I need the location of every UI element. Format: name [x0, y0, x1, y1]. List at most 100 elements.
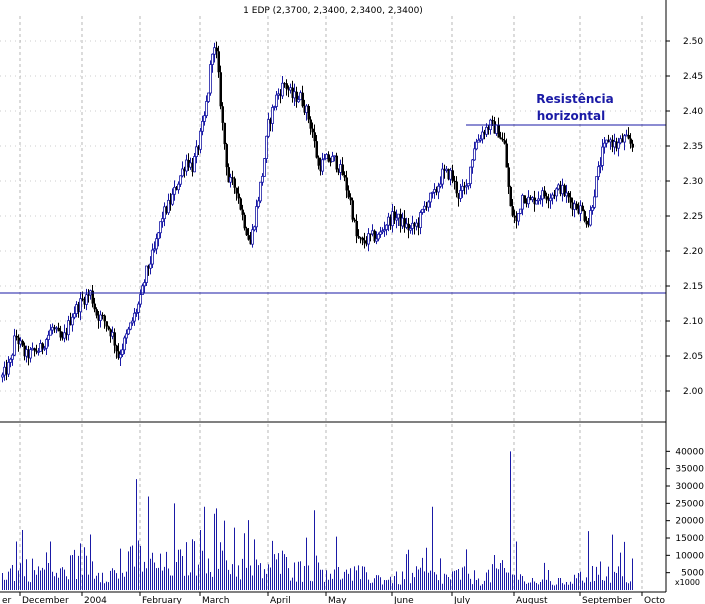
- candle-body: [125, 333, 128, 339]
- candle-body: [87, 294, 90, 296]
- candle-body: [335, 155, 338, 170]
- candle-body: [159, 221, 162, 234]
- candle-body: [135, 312, 138, 314]
- candle-body: [463, 186, 466, 188]
- candle-body: [163, 206, 166, 220]
- horizontal-lines: [0, 124, 666, 294]
- candle-body: [551, 194, 554, 199]
- candle-body: [581, 205, 584, 212]
- candle-body: [179, 175, 182, 185]
- candle-body: [171, 193, 174, 205]
- candle-body: [597, 166, 600, 177]
- candle-body: [61, 337, 64, 339]
- x-axis-labels: er December 2004 February March April May June J…: [2, 592, 666, 604]
- candle-body: [9, 358, 12, 363]
- candle-body: [305, 105, 308, 113]
- candle-body: [327, 154, 330, 162]
- candle-body: [211, 53, 214, 65]
- candle-body: [299, 92, 302, 101]
- candle-body: [185, 159, 188, 172]
- grid-lines: [0, 16, 666, 592]
- candle-body: [629, 138, 632, 144]
- candle-body: [453, 180, 456, 182]
- candle-body: [281, 82, 284, 97]
- candle-body: [153, 248, 156, 251]
- x-tick-label: May: [328, 596, 347, 604]
- candle-body: [181, 168, 184, 177]
- candle-body: [313, 132, 316, 142]
- candle-body: [207, 92, 210, 102]
- candle-body: [473, 148, 476, 161]
- candle-body: [619, 138, 622, 144]
- candle-body: [549, 197, 552, 202]
- candle-body: [109, 329, 112, 337]
- candle-body: [95, 309, 98, 316]
- candle-body: [401, 217, 404, 227]
- candle-body: [187, 160, 190, 168]
- candle-body: [209, 64, 212, 94]
- candle-body: [167, 199, 170, 214]
- candle-body: [385, 224, 388, 230]
- candle-body: [67, 320, 70, 336]
- candle-body: [119, 354, 122, 359]
- candle-body: [593, 196, 596, 208]
- candle-body: [177, 183, 180, 191]
- candle-body: [579, 205, 582, 214]
- candle-body: [215, 47, 218, 52]
- candle-body: [587, 224, 590, 226]
- candle-body: [413, 223, 416, 227]
- candle-body: [561, 184, 564, 195]
- candle-body: [263, 158, 266, 177]
- candle-body: [457, 193, 460, 199]
- price-tick-label: 2.00: [683, 387, 703, 397]
- candle-body: [529, 197, 532, 200]
- candle-body: [397, 213, 400, 219]
- price-tick-label: 2.10: [683, 317, 703, 327]
- candle-body: [471, 159, 474, 168]
- candle-body: [85, 294, 88, 305]
- candle-body: [329, 161, 332, 163]
- candle-body: [589, 210, 592, 226]
- candle-body: [599, 165, 602, 168]
- candle-body: [191, 162, 194, 172]
- candle-body: [557, 184, 560, 190]
- candle-body: [509, 186, 512, 207]
- candle-body: [367, 233, 370, 245]
- volume-tick-label: 5000: [681, 569, 704, 579]
- candle-body: [37, 351, 40, 353]
- candle-body: [515, 217, 518, 222]
- candle-body: [5, 367, 8, 375]
- candle-body: [433, 189, 436, 193]
- candle-body: [245, 228, 248, 236]
- candle-body: [375, 238, 378, 242]
- candle-body: [417, 223, 420, 228]
- candle-body: [79, 298, 82, 313]
- candle-body: [347, 190, 350, 198]
- price-tick-label: 2.05: [683, 352, 703, 362]
- candle-body: [213, 47, 216, 55]
- candle-body: [113, 332, 116, 346]
- candle-body: [443, 169, 446, 171]
- candle-body: [407, 223, 410, 231]
- volume-tick-label: 25000: [675, 499, 704, 509]
- candle-body: [271, 107, 274, 124]
- candle-body: [239, 198, 242, 210]
- candle-body: [267, 119, 270, 137]
- candle-body: [155, 238, 158, 250]
- candle-body: [339, 164, 342, 173]
- price-tick-label: 2.40: [683, 107, 703, 117]
- candle-body: [55, 327, 58, 330]
- candle-body: [357, 236, 360, 238]
- candle-body: [273, 106, 276, 108]
- candle-body: [481, 131, 484, 140]
- candle-body: [145, 265, 148, 283]
- candle-body: [571, 202, 574, 210]
- candle-body: [435, 189, 438, 193]
- candle-body: [499, 137, 502, 139]
- candle-body: [331, 155, 334, 163]
- candle-body: [451, 170, 454, 181]
- candle-body: [147, 266, 150, 269]
- candle-body: [625, 134, 628, 137]
- candle-body: [351, 200, 354, 220]
- candle-body: [83, 298, 86, 305]
